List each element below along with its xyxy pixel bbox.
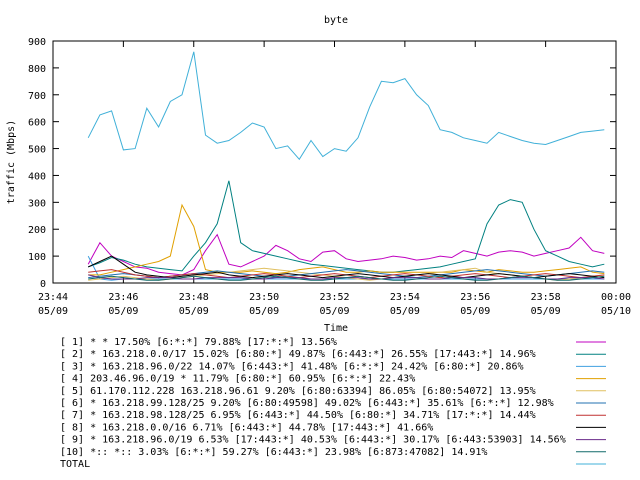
- chart-title: byte: [324, 15, 348, 26]
- x-tick-date-label: 05/09: [38, 306, 68, 317]
- x-axis-label: Time: [324, 323, 348, 334]
- series-line-1: [87, 233, 605, 276]
- y-tick-label: 700: [28, 91, 46, 102]
- y-tick-label: 500: [28, 145, 46, 156]
- x-tick-date-label: 05/09: [249, 306, 279, 317]
- series-line-11: [87, 51, 605, 161]
- series-line-8: [87, 255, 605, 279]
- legend-label: TOTAL: [60, 459, 90, 470]
- x-tick-date-label: 05/10: [601, 306, 631, 317]
- x-tick-date-label: 05/09: [108, 306, 138, 317]
- y-tick-label: 600: [28, 118, 46, 129]
- y-tick-label: 0: [40, 279, 46, 290]
- legend: [ 1] * * 17.50% [6:*:*] 79.88% [17:*:*] …: [60, 337, 606, 470]
- y-tick-label: 200: [28, 225, 46, 236]
- x-tick-date-label: 05/09: [531, 306, 561, 317]
- series-line-4: [88, 203, 605, 276]
- x-tick-time-label: 23:48: [179, 292, 209, 303]
- x-tick-time-label: 23:44: [38, 292, 68, 303]
- x-tick-date-label: 05/09: [390, 306, 420, 317]
- plot-frame: [52, 40, 617, 284]
- legend-label: [ 9] * 163.218.96.0/19 6.53% [17:443:*] …: [60, 435, 566, 446]
- x-tick-time-label: 23:52: [319, 292, 349, 303]
- series-line-2: [88, 180, 605, 273]
- series-line-10: [88, 275, 605, 281]
- x-tick-time-label: 23:46: [108, 292, 138, 303]
- x-tick-time-label: 23:58: [531, 292, 561, 303]
- legend-label: [ 6] * 163.218.99.128/25 9.20% [6:80:495…: [60, 398, 554, 409]
- y-axis-label: traffic (Mbps): [6, 120, 17, 204]
- x-tick-date-label: 05/09: [179, 306, 209, 317]
- legend-label: [ 7] * 163.218.98.128/25 6.95% [6:443:*]…: [60, 410, 536, 421]
- x-axis-ticks: 23:44 05/09 23:46 05/09 23:48 05/09 23:50 05/09…: [38, 41, 631, 317]
- x-tick-time-label: 23:54: [390, 292, 420, 303]
- legend-label: [ 2] * 163.218.0.0/17 15.02% [6:80:*] 49…: [60, 349, 536, 360]
- y-tick-label: 400: [28, 171, 46, 182]
- legend-label: [ 4] 203.46.96.0/19 * 11.79% [6:80:*] 60…: [60, 374, 415, 385]
- y-tick-label: 300: [28, 198, 46, 209]
- legend-label: [ 5] 61.170.112.228 163.218.96.61 9.20% …: [60, 386, 536, 397]
- legend-label: [ 1] * * 17.50% [6:*:*] 79.88% [17:*:*] …: [60, 337, 337, 348]
- y-tick-label: 100: [28, 252, 46, 263]
- y-tick-label: 900: [28, 37, 46, 48]
- x-tick-date-label: 05/09: [460, 306, 490, 317]
- y-axis-ticks: 0 100 200 300 400 500 600 700 800 900: [28, 37, 616, 290]
- x-tick-time-label: 23:50: [249, 292, 279, 303]
- legend-label: [ 3] * 163.218.96.0/22 14.07% [6:443:*] …: [60, 361, 524, 372]
- x-tick-time-label: 00:00: [601, 292, 631, 303]
- legend-label: [ 8] * 163.218.0.0/16 6.71% [6:443:*] 44…: [60, 422, 433, 433]
- series-lines: [87, 51, 605, 281]
- y-tick-label: 800: [28, 64, 46, 75]
- x-tick-date-label: 05/09: [319, 306, 349, 317]
- legend-label: [10] *:: *:: 3.03% [6:*:*] 59.27% [6:443…: [60, 447, 487, 458]
- x-tick-time-label: 23:56: [460, 292, 490, 303]
